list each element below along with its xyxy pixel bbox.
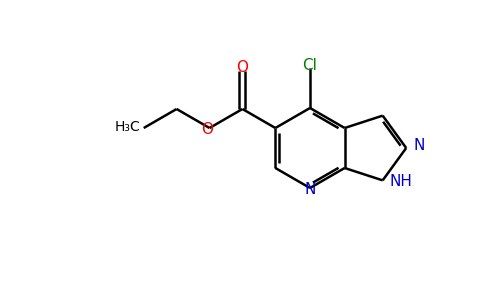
Text: O: O <box>201 122 213 136</box>
Text: Cl: Cl <box>302 58 318 73</box>
Text: N: N <box>304 182 316 196</box>
Text: N: N <box>413 139 424 154</box>
Text: NH: NH <box>390 174 412 189</box>
Text: H₃C: H₃C <box>115 120 141 134</box>
Text: O: O <box>237 61 248 76</box>
